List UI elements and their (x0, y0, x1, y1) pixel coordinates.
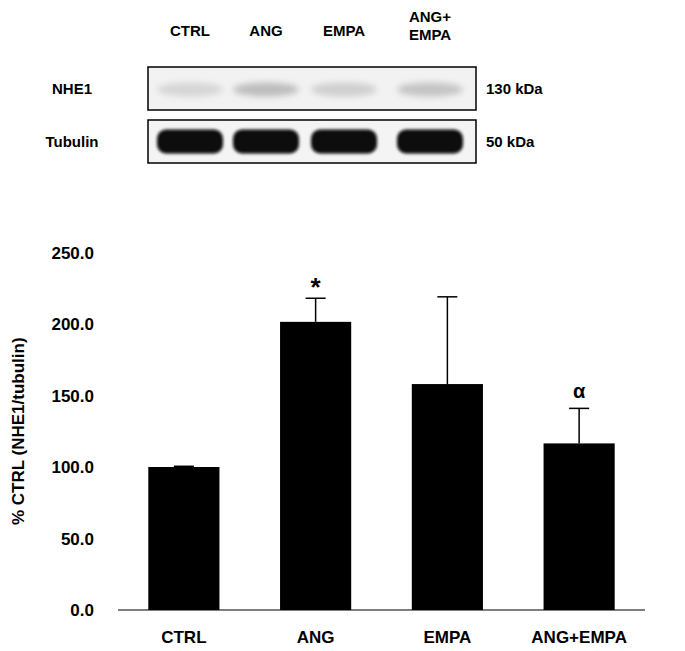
row-size: 50 kDa (486, 133, 535, 150)
lane-label: ANG (249, 22, 282, 39)
bar (412, 384, 483, 610)
y-tick-label: 50.0 (61, 530, 94, 549)
bar (544, 443, 615, 610)
blot-frame (148, 120, 476, 163)
y-tick-label: 100.0 (51, 458, 94, 477)
band (311, 83, 377, 97)
y-tick-label: 200.0 (51, 315, 94, 334)
band (157, 83, 223, 97)
error-stem (447, 297, 449, 384)
y-axis-label: % CTRL (NHE1/tubulin) (9, 337, 28, 525)
band (311, 130, 377, 154)
band (397, 130, 463, 154)
x-axis (118, 609, 645, 610)
x-tick-label: ANG (297, 628, 335, 647)
x-tick-label: ANG+EMPA (531, 628, 627, 647)
lane-label: EMPA (323, 22, 365, 39)
lane-label-line: EMPA (409, 26, 451, 43)
x-tick-label: EMPA (423, 628, 471, 647)
bar (280, 322, 351, 610)
blot-frame (148, 67, 476, 110)
band (397, 83, 463, 97)
error-stem (578, 408, 580, 443)
figure: CTRLANGEMPAANG+EMPANHE1130 kDaTubulin50 … (0, 0, 685, 651)
row-size: 130 kDa (486, 80, 543, 97)
band (233, 130, 299, 154)
error-cap (569, 408, 589, 410)
bar (148, 467, 219, 610)
error-bar (174, 466, 194, 468)
error-cap (174, 466, 194, 468)
y-tick-label: 0.0 (70, 601, 94, 620)
plot-marks (148, 297, 614, 610)
annotation: * (311, 272, 322, 302)
error-bar (437, 297, 457, 384)
lane-label-line: ANG+ (409, 8, 451, 25)
row-label: NHE1 (52, 80, 92, 97)
y-tick-label: 150.0 (51, 387, 94, 406)
band (233, 83, 299, 97)
error-cap (437, 296, 457, 298)
band (157, 130, 223, 154)
x-tick-label: CTRL (161, 628, 206, 647)
annotation: α (573, 380, 586, 402)
y-tick-label: 250.0 (51, 244, 94, 263)
lane-label: CTRL (170, 22, 210, 39)
row-label: Tubulin (45, 133, 98, 150)
error-bar (569, 408, 589, 443)
lane-label: ANG+EMPA (409, 8, 451, 43)
